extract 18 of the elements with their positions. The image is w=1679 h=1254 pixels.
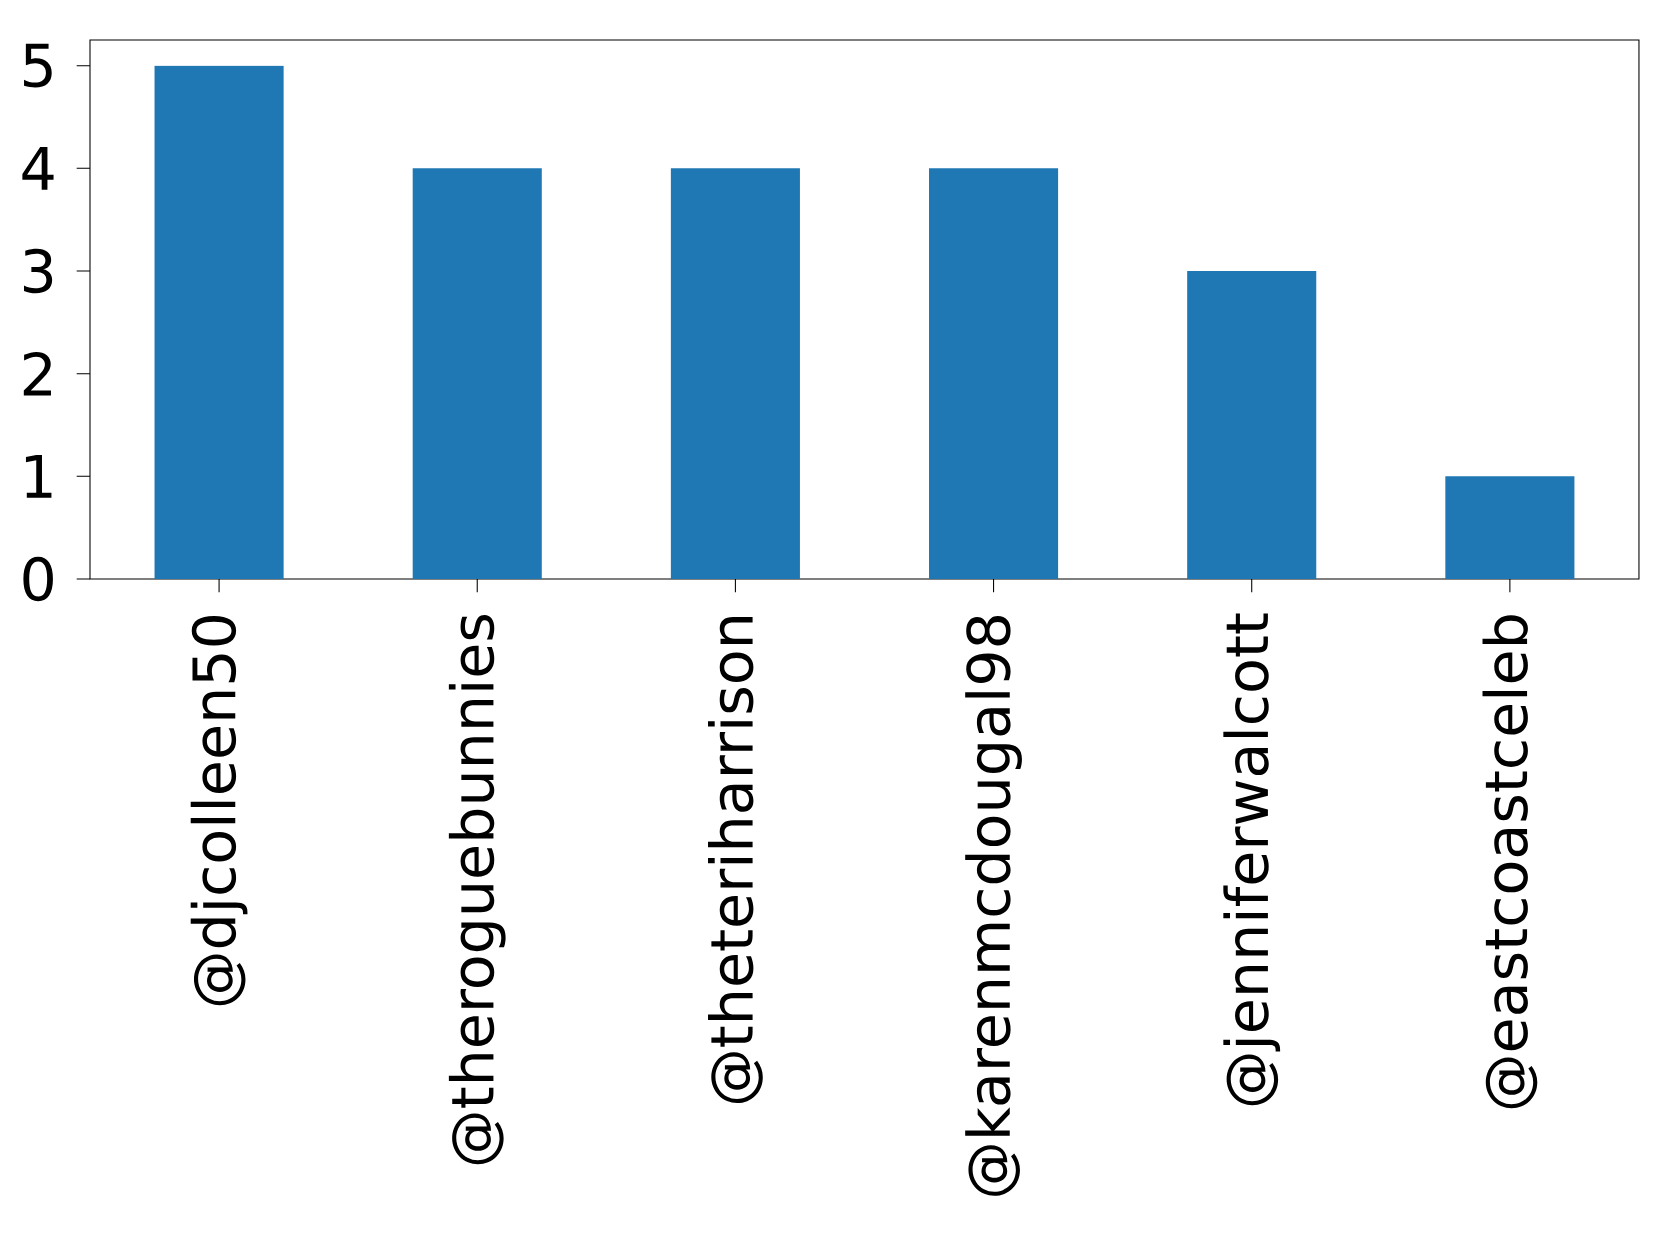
x-tick-label: @jenniferwalcott [1223,613,1281,1106]
bar [1187,271,1317,579]
x-tick-label: @karenmcdougal98 [965,616,1022,1196]
y-tick-label: 5 [24,43,52,88]
bar [1445,476,1575,579]
x-tick-label: @eastcoastceleb [1482,615,1538,1109]
x-tick-label: @djcolleen50 [190,616,248,1006]
y-tick-label: 4 [22,146,54,190]
y-tick-label: 0 [23,556,53,602]
bar [412,168,542,579]
y-tick-label: 2 [23,351,51,396]
x-tick-label: @theteriharrison [708,617,763,1104]
y-tick-label: 1 [25,454,52,498]
y-tick-label: 3 [24,248,53,294]
bar [154,65,284,579]
x-tick-label: @theroguebunnies [448,614,506,1165]
bar [929,168,1059,579]
bar [670,168,800,579]
